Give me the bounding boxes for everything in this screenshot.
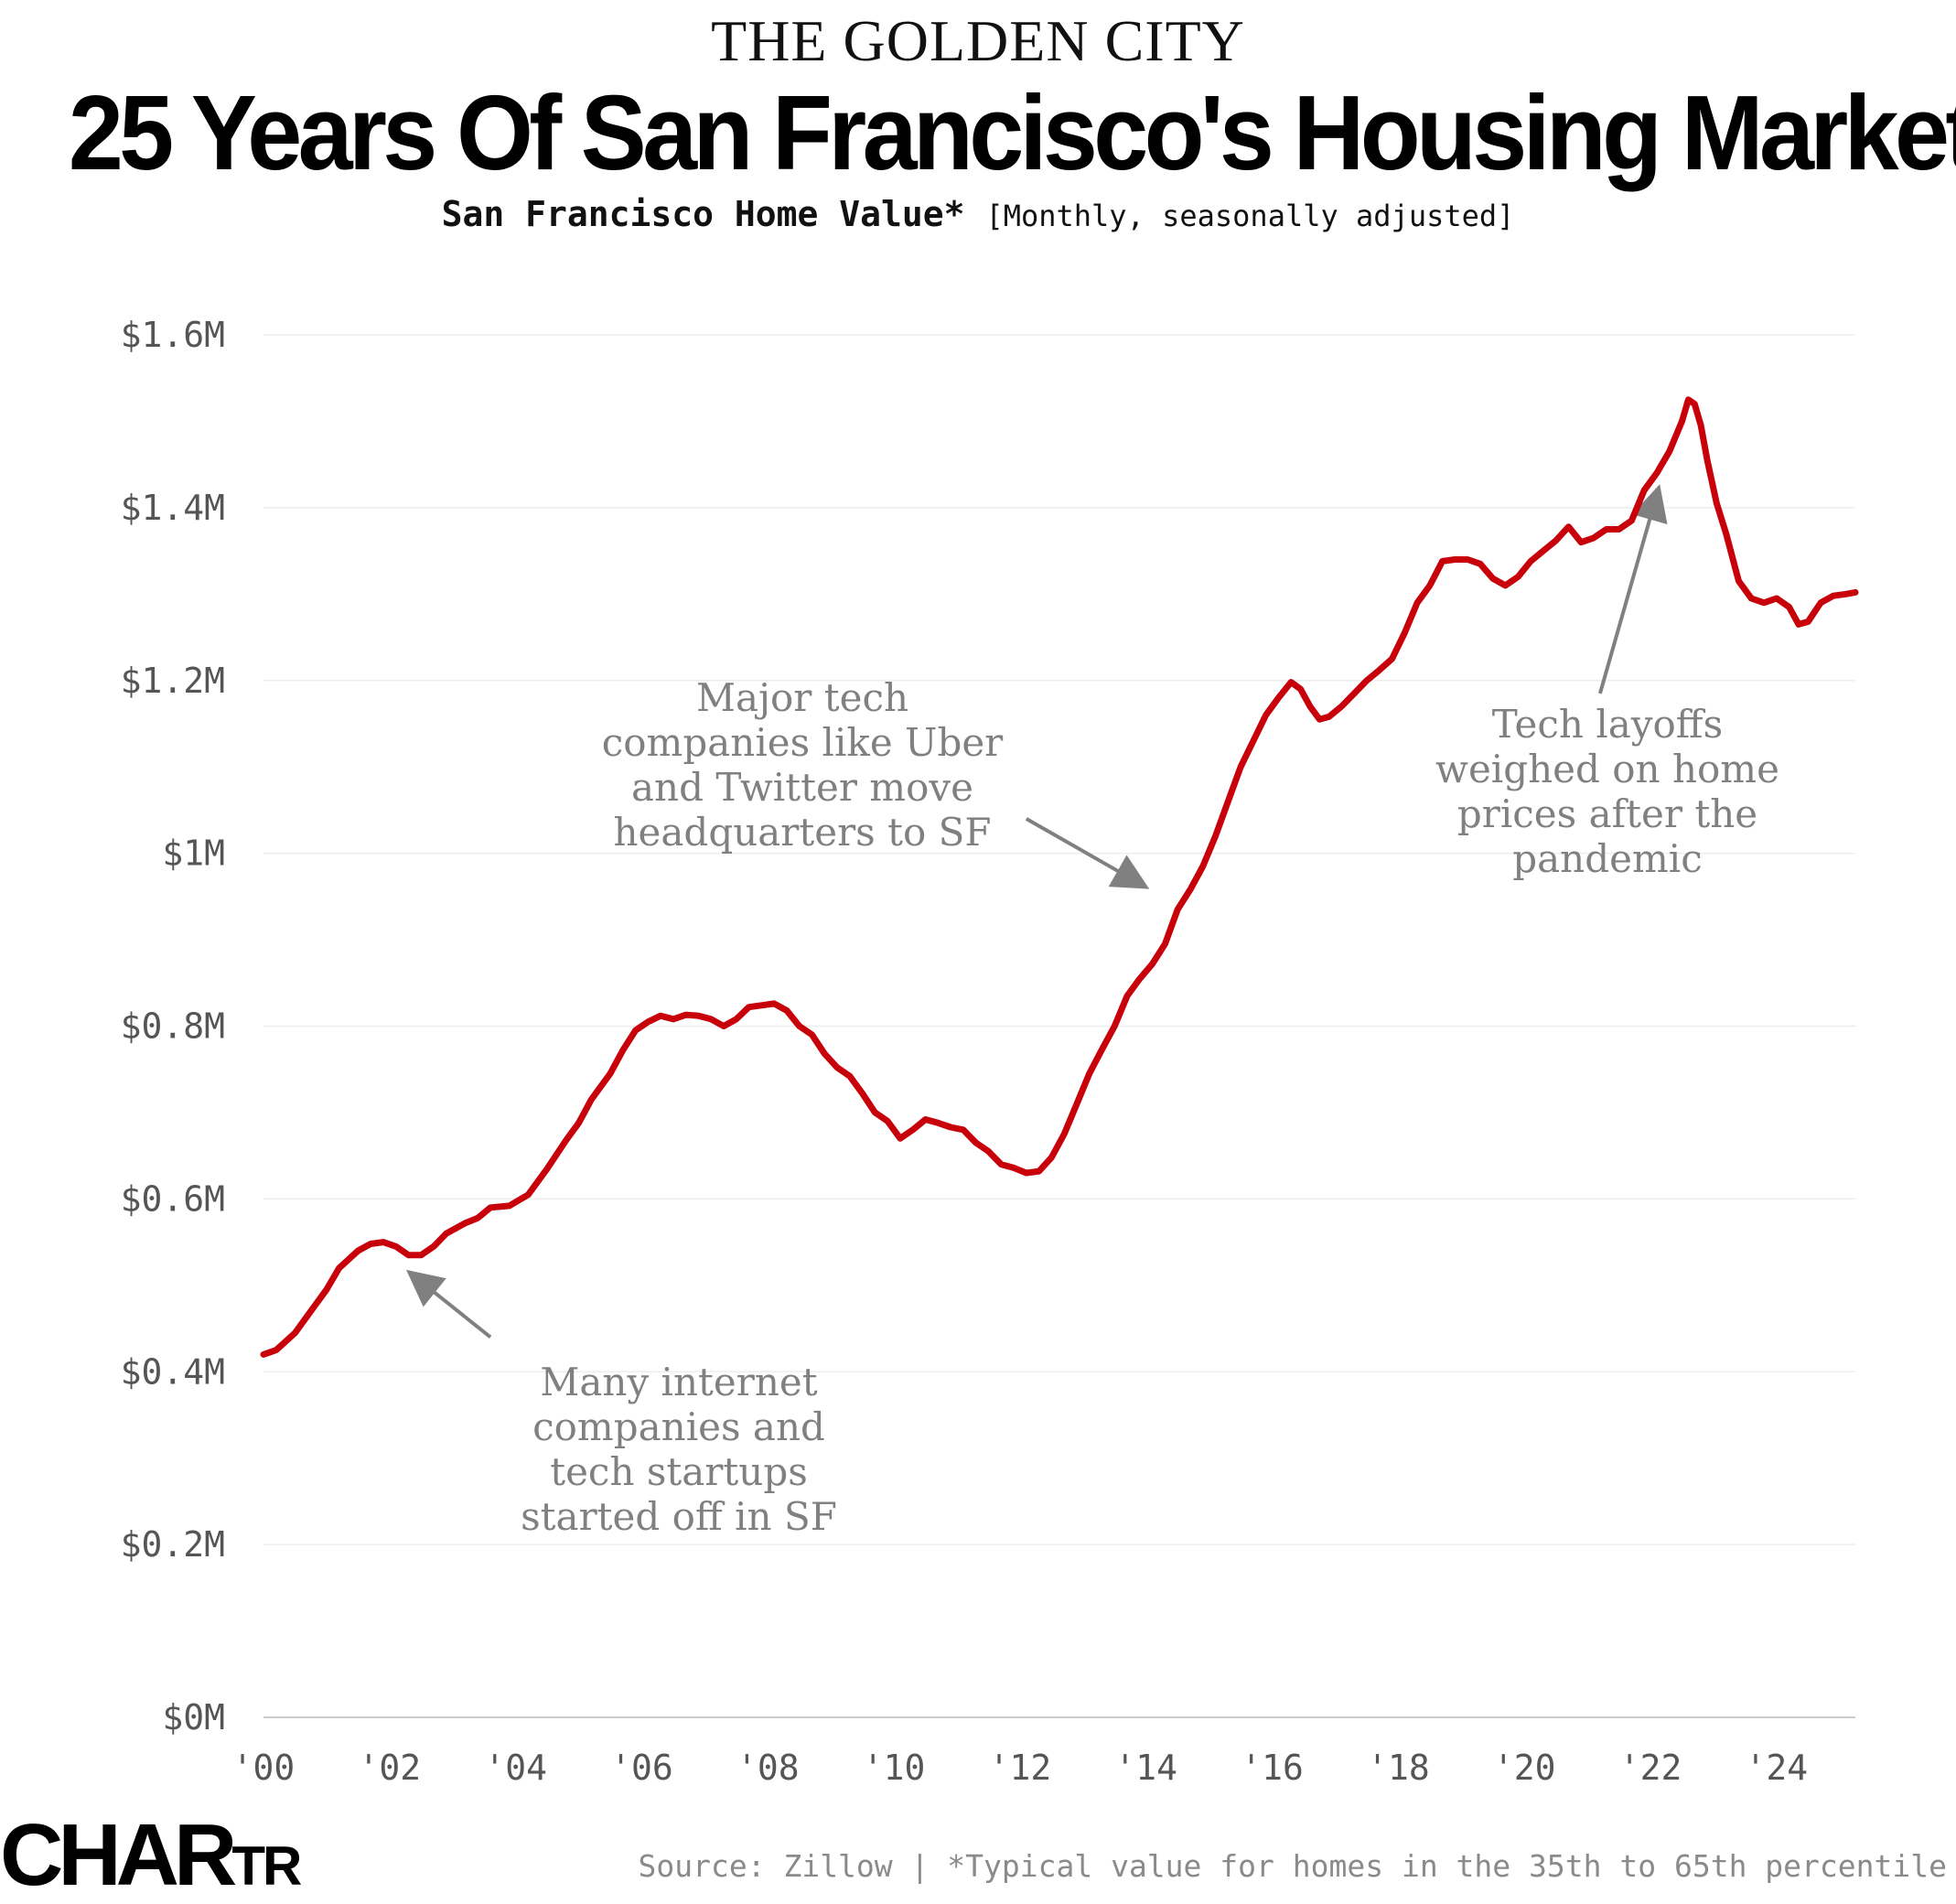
y-tick-label: $1.2M (121, 661, 225, 701)
annotation-line: Tech layoffs (1492, 702, 1723, 747)
annotation-line: and Twitter move (631, 765, 973, 810)
x-tick-label: '00 (232, 1748, 296, 1788)
x-tick-label: '10 (863, 1748, 926, 1788)
subtitle-note: [Monthly, seasonally adjusted] (985, 199, 1515, 233)
axis-layer: $0M $0.2M $0.4M $0.6M $0.8M $1M $1.2M $1.4M $1.6… (121, 315, 1809, 1788)
x-tick-label: '08 (736, 1748, 800, 1788)
annotation-arrow (1597, 484, 1668, 694)
chart-kicker: THE GOLDEN CITY (711, 8, 1245, 73)
x-tick-label: '20 (1493, 1748, 1556, 1788)
annotation-line: weighed on home (1435, 747, 1779, 791)
annotation-line: companies and (532, 1404, 825, 1449)
x-tick-label: '06 (610, 1748, 673, 1788)
annotation-text: Tech layoffs weighed on home prices after … (1435, 702, 1779, 881)
logo-main: CHAR (0, 1806, 237, 1904)
y-tick-label: $0.4M (121, 1351, 225, 1392)
y-tick-label: $0M (162, 1697, 225, 1737)
annotation-tech-hq: Major tech companies like Uber and Twitter… (602, 675, 1150, 889)
x-tick-label: '04 (484, 1748, 547, 1788)
series-layer (260, 396, 1859, 1358)
y-tick-label: $0.6M (121, 1178, 225, 1219)
annotation-line: headquarters to SF (613, 810, 991, 855)
subtitle-main: San Francisco Home Value* (441, 194, 965, 234)
chart-subtitle: San Francisco Home Value* [Monthly, seas… (0, 194, 1956, 234)
annotation-line: started off in SF (521, 1494, 837, 1539)
x-tick-label: '18 (1367, 1748, 1430, 1788)
home-value-series-line (260, 396, 1859, 1358)
annotation-layer: Many internet companies and tech startups s… (406, 484, 1779, 1539)
annotation-line: Many internet (540, 1360, 817, 1404)
annotation-arrow (406, 1269, 492, 1339)
x-tick-label: '16 (1241, 1748, 1304, 1788)
annotation-line: tech startups (550, 1449, 808, 1494)
x-tick-label: '22 (1619, 1748, 1682, 1788)
x-tick-label: '14 (1114, 1748, 1177, 1788)
x-tick-label: '12 (989, 1748, 1052, 1788)
y-tick-label: $0.8M (121, 1006, 225, 1047)
annotation-layoffs: Tech layoffs weighed on home prices after … (1435, 484, 1779, 881)
annotation-text: Major tech companies like Uber and Twitter… (602, 675, 1004, 855)
y-tick-label: $0.2M (121, 1524, 225, 1565)
logo-small: TR (231, 1835, 302, 1897)
x-tick-label: '02 (359, 1748, 422, 1788)
annotation-text: Many internet companies and tech startups s… (521, 1360, 837, 1539)
chart-title: 25 Years Of San Francisco's Housing Mark… (68, 73, 1956, 192)
annotation-arrow (1025, 817, 1150, 889)
source-note: Source: Zillow | *Typical value for home… (638, 1848, 1947, 1884)
y-tick-label: $1M (162, 834, 225, 874)
chartr-logo: CHARTR (0, 1812, 302, 1899)
annotation-line: pandemic (1512, 836, 1703, 881)
annotation-dotcom: Many internet companies and tech startups s… (406, 1269, 837, 1539)
grid-layer (263, 334, 1855, 1718)
y-tick-label: $1.6M (121, 315, 225, 355)
annotation-line: prices after the (1457, 791, 1757, 836)
y-tick-label: $1.4M (121, 488, 225, 528)
x-tick-label: '24 (1746, 1748, 1809, 1788)
annotation-line: Major tech (696, 675, 908, 720)
annotation-line: companies like Uber (602, 720, 1004, 765)
